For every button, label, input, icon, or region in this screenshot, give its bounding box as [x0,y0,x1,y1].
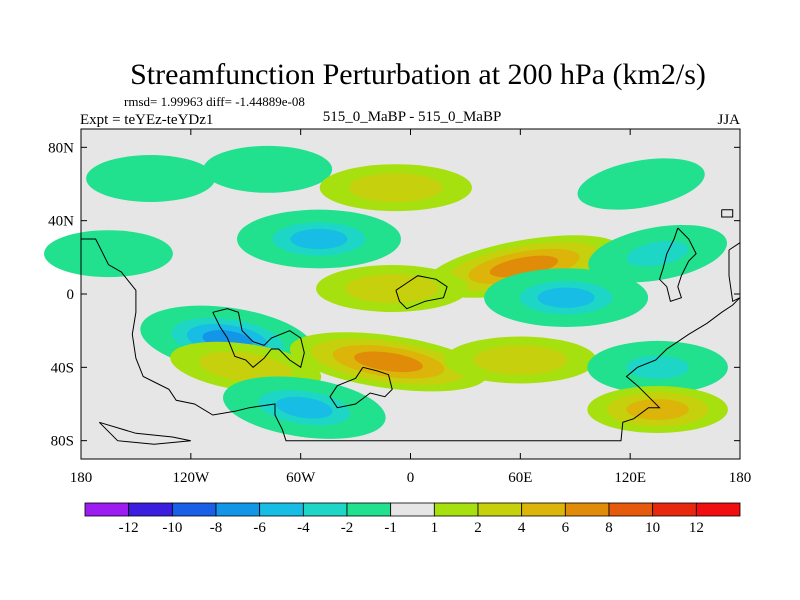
season-label: JJA [717,112,740,128]
colorbar-swatch [695,502,741,517]
coastline [721,209,734,218]
colorbar-swatch [215,502,261,517]
colorbar-swatch [84,502,130,517]
x-tick-label: 120E [614,470,646,486]
coastlines [81,209,741,445]
colorbar-label: 1 [431,520,439,536]
y-tick-label: 80N [48,140,74,156]
colorbar-swatch [259,502,304,517]
colorbar-swatch [302,502,348,517]
y-tick-label: 0 [67,287,75,303]
colorbar-swatch [171,502,217,517]
y-tick-label: 80S [51,434,74,450]
coastline [728,241,741,303]
coastline [212,308,305,369]
colorbar-label: -12 [119,520,139,536]
x-tick-label: 180 [70,470,93,486]
anomaly-fields [44,145,728,439]
anomaly-contour [290,228,348,250]
coastline [98,421,191,445]
x-tick-label: 60E [508,470,532,486]
y-tick-label: 40N [48,214,74,230]
anomaly-contour [228,154,308,184]
anomaly-contour [348,173,443,203]
colorbar-label: 2 [474,520,482,536]
anomaly-contour [626,399,689,420]
x-tick-label: 60W [286,470,316,486]
coastline [395,275,448,310]
colorbar-label: -10 [162,520,182,536]
anomaly-contour [199,351,293,384]
anomaly-contour [626,240,689,267]
map-panel: 180 120W 60W 0 60E 120E 180 80N 40N 0 40S 80S [44,128,752,486]
x-axis: 180 120W 60W 0 60E 120E 180 [70,129,752,486]
anomaly-contour [537,287,595,308]
colorbar-label: -6 [253,520,266,536]
anomaly-contour [626,355,689,380]
coastline [81,238,741,442]
colorbar-swatch [433,502,479,517]
colorbar-swatch [346,502,392,517]
coastline [658,227,697,302]
colorbar-swatch [564,502,610,517]
colorbar-swatch [521,502,566,517]
anomaly-contour [68,239,149,269]
colorbar-label: 4 [518,520,526,536]
anomaly-contour [345,274,440,303]
colorbar-label: 6 [562,520,570,536]
colorbar-label: -2 [341,520,354,536]
colorbar-label: -1 [384,520,397,536]
anomaly-contour [354,351,423,373]
anomaly-contour [473,345,568,375]
colorbar-label: -8 [210,520,223,536]
case-label: 515_0_MaBP - 515_0_MaBP [323,109,502,125]
stats-line: rmsd= 1.99963 diff= -1.44889e-08 [124,94,305,109]
colorbar-label: 12 [689,520,704,536]
y-tick-label: 40S [51,360,74,376]
anomaly-contour [602,168,681,200]
colorbar-label: 8 [605,520,613,536]
colorbar-swatch [128,502,173,517]
coastline [329,366,393,409]
x-tick-label: 180 [729,470,752,486]
colorbar-label: 10 [645,520,660,536]
colorbar-swatch [477,502,523,517]
y-axis: 80N 40N 0 40S 80S [48,140,740,450]
anomaly-contour [110,164,191,193]
anomaly-contour [489,255,559,278]
experiment-label: Expt = teYEz-teYDz1 [80,112,213,128]
x-tick-label: 0 [407,470,415,486]
colorbar-swatch [652,502,697,517]
colorbar: -12 -10 -8 -6 -4 -2 -1 1 2 4 6 8 10 12 [84,502,741,536]
anomaly-contour [276,396,333,419]
x-tick-label: 120W [172,470,210,486]
colorbar-swatch [390,502,435,517]
colorbar-swatch [608,502,654,517]
colorbar-label: -4 [297,520,310,536]
chart-title: Streamfunction Perturbation at 200 hPa (… [130,58,706,91]
